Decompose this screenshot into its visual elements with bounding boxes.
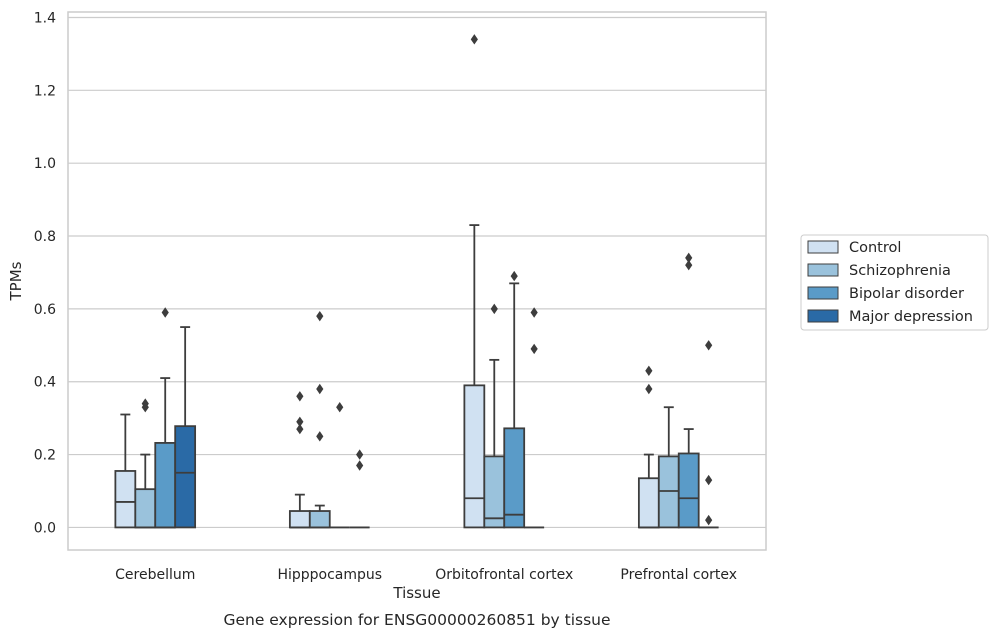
outlier-point: [510, 270, 518, 282]
x-tick-label: Prefrontal cortex: [620, 567, 737, 583]
outlier-point: [141, 398, 149, 409]
plot-frame: [67, 11, 767, 551]
box-control: [288, 391, 311, 529]
box-iqr: [174, 425, 197, 529]
outlier-point: [705, 474, 713, 486]
legend-frame: [800, 234, 989, 331]
box-iqr: [677, 452, 700, 529]
outlier-point: [316, 310, 324, 322]
legend-label: Major depression: [849, 309, 973, 325]
box-iqr: [483, 455, 506, 529]
outlier-point: [530, 307, 538, 318]
box-bipolar-disorder: [677, 252, 700, 529]
boxes: [114, 34, 719, 529]
outlier-point: [645, 383, 653, 395]
y-tick-labels: 0.0 0.2 0.4 0.6 0.8 1.0 1.2 1.4: [34, 10, 56, 536]
y-tick-label: 1.4: [34, 10, 56, 26]
box-bipolar-disorder: [329, 402, 350, 529]
legend-label: Bipolar disorder: [849, 286, 964, 302]
outlier-point: [161, 307, 169, 318]
legend-label: Control: [849, 240, 901, 256]
outlier-point: [685, 259, 693, 271]
box-iqr: [154, 442, 177, 529]
outlier-point: [296, 423, 304, 435]
legend-swatch: [807, 263, 839, 277]
outlier-point: [645, 365, 653, 376]
outlier-point: [296, 391, 304, 402]
y-gridlines: [68, 16, 766, 529]
legend-swatch: [807, 240, 839, 254]
box-iqr: [463, 384, 486, 529]
outlier-point: [336, 402, 344, 413]
outlier-point: [356, 460, 364, 471]
outlier-point: [705, 514, 713, 526]
box-iqr: [657, 455, 680, 529]
outlier-point: [316, 431, 324, 442]
y-axis-label: TPMs: [7, 261, 25, 301]
box-major-depression: [349, 449, 370, 529]
box-iqr: [114, 470, 137, 529]
box-major-depression: [524, 307, 545, 529]
box-control: [637, 365, 660, 529]
box-major-depression: [174, 326, 197, 529]
box-bipolar-disorder: [503, 270, 526, 529]
box-iqr: [637, 477, 660, 529]
box-iqr: [503, 427, 526, 529]
legend-swatch: [807, 309, 839, 323]
x-tick-label: Hipppocampus: [277, 567, 382, 583]
x-tick-label: Orbitofrontal cortex: [435, 567, 573, 583]
box-iqr: [288, 510, 311, 529]
y-tick-label: 0.2: [34, 448, 56, 464]
box-iqr: [308, 510, 331, 529]
y-tick-label: 0.0: [34, 520, 56, 536]
outlier-point: [296, 416, 304, 427]
outlier-point: [316, 383, 324, 395]
outlier-point: [705, 340, 713, 351]
x-tick-label: Cerebellum: [115, 567, 195, 583]
outlier-point: [356, 449, 364, 460]
y-tick-label: 1.0: [34, 156, 56, 172]
x-tick-labels: Cerebellum Hipppocampus Orbitofrontal cort…: [115, 567, 737, 583]
box-bipolar-disorder: [154, 307, 177, 529]
outlier-point: [530, 343, 538, 355]
y-tick-label: 0.4: [34, 375, 56, 391]
legend-swatch: [807, 286, 839, 300]
y-tick-label: 0.8: [34, 229, 56, 245]
box-schizophrenia: [308, 310, 331, 529]
y-tick-label: 1.2: [34, 83, 56, 99]
x-axis-label: Tissue: [392, 584, 440, 602]
legend: Control Schizophrenia Bipolar disorder Majo…: [800, 234, 989, 331]
box-iqr: [134, 488, 157, 529]
outlier-point: [470, 34, 478, 45]
outlier-point: [685, 252, 693, 264]
chart-caption: Gene expression for ENSG00000260851 by t…: [223, 611, 610, 629]
box-schizophrenia: [134, 398, 157, 529]
legend-label: Schizophrenia: [849, 263, 951, 279]
box-major-depression: [698, 340, 719, 529]
box-control: [114, 413, 137, 529]
outlier-point: [490, 303, 498, 315]
y-tick-label: 0.6: [34, 302, 56, 318]
